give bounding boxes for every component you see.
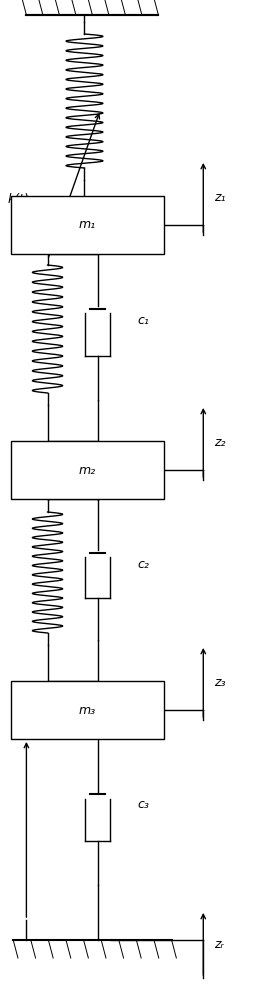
Text: c₂: c₂ <box>137 558 149 572</box>
Text: z₁: z₁ <box>214 191 225 204</box>
Text: k(t): k(t) <box>8 194 30 207</box>
Bar <box>11 681 164 739</box>
Text: z₃: z₃ <box>214 676 225 689</box>
Bar <box>11 196 164 254</box>
Text: m₂: m₂ <box>79 464 96 477</box>
Text: zᵣ: zᵣ <box>214 938 224 950</box>
Text: c₃: c₃ <box>137 798 149 812</box>
Text: m₃: m₃ <box>79 704 96 716</box>
Text: c₁: c₁ <box>137 314 149 326</box>
Bar <box>11 441 164 499</box>
Text: m₁: m₁ <box>79 219 96 232</box>
Text: z₂: z₂ <box>214 436 225 449</box>
